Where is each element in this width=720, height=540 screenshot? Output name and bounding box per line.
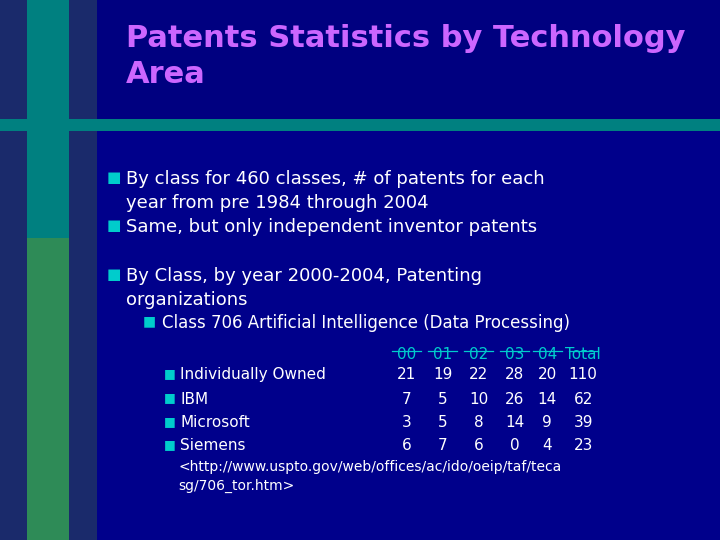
Text: <http://www.uspto.gov/web/offices/ac/ido/oeip/taf/teca
sg/706_tor.htm>: <http://www.uspto.gov/web/offices/ac/ido… — [179, 460, 562, 492]
Text: 26: 26 — [505, 392, 524, 407]
Text: ■: ■ — [107, 170, 121, 185]
Text: 4: 4 — [542, 438, 552, 454]
Text: 62: 62 — [574, 392, 593, 407]
Text: 7: 7 — [438, 438, 448, 454]
Text: ■: ■ — [143, 314, 156, 328]
Text: Siemens: Siemens — [180, 438, 246, 454]
Text: 14: 14 — [505, 415, 524, 430]
Text: ■: ■ — [107, 267, 121, 282]
Text: 6: 6 — [402, 438, 412, 454]
Text: ■: ■ — [107, 218, 121, 233]
Text: Class 706 Artificial Intelligence (Data Processing): Class 706 Artificial Intelligence (Data … — [162, 314, 570, 332]
Text: 22: 22 — [469, 367, 488, 382]
Text: 9: 9 — [542, 415, 552, 430]
Text: ■: ■ — [164, 367, 176, 380]
Text: ■: ■ — [164, 415, 176, 428]
Text: 3: 3 — [402, 415, 412, 430]
Text: Individually Owned: Individually Owned — [180, 367, 326, 382]
Text: ■: ■ — [164, 392, 176, 404]
Text: 02: 02 — [469, 347, 488, 362]
Text: ■: ■ — [164, 438, 176, 451]
Text: 110: 110 — [569, 367, 598, 382]
Text: 28: 28 — [505, 367, 524, 382]
Text: 0: 0 — [510, 438, 520, 454]
Text: 00: 00 — [397, 347, 416, 362]
Text: 01: 01 — [433, 347, 452, 362]
Text: 39: 39 — [573, 415, 593, 430]
Text: By class for 460 classes, # of patents for each
year from pre 1984 through 2004: By class for 460 classes, # of patents f… — [126, 170, 544, 212]
Text: Microsoft: Microsoft — [180, 415, 250, 430]
Text: Patents Statistics by Technology
Area: Patents Statistics by Technology Area — [126, 24, 685, 89]
Text: 14: 14 — [538, 392, 557, 407]
Text: 03: 03 — [505, 347, 524, 362]
Text: Same, but only independent inventor patents: Same, but only independent inventor pate… — [126, 218, 537, 235]
Text: Total: Total — [565, 347, 601, 362]
Text: 19: 19 — [433, 367, 452, 382]
Text: 7: 7 — [402, 392, 412, 407]
Text: 8: 8 — [474, 415, 484, 430]
Text: 04: 04 — [538, 347, 557, 362]
Text: IBM: IBM — [180, 392, 208, 407]
Text: By Class, by year 2000-2004, Patenting
organizations: By Class, by year 2000-2004, Patenting o… — [126, 267, 482, 309]
Text: 5: 5 — [438, 415, 448, 430]
Text: 23: 23 — [574, 438, 593, 454]
Text: 10: 10 — [469, 392, 488, 407]
Text: 5: 5 — [438, 392, 448, 407]
Text: 20: 20 — [538, 367, 557, 382]
Text: 21: 21 — [397, 367, 416, 382]
Text: 6: 6 — [474, 438, 484, 454]
